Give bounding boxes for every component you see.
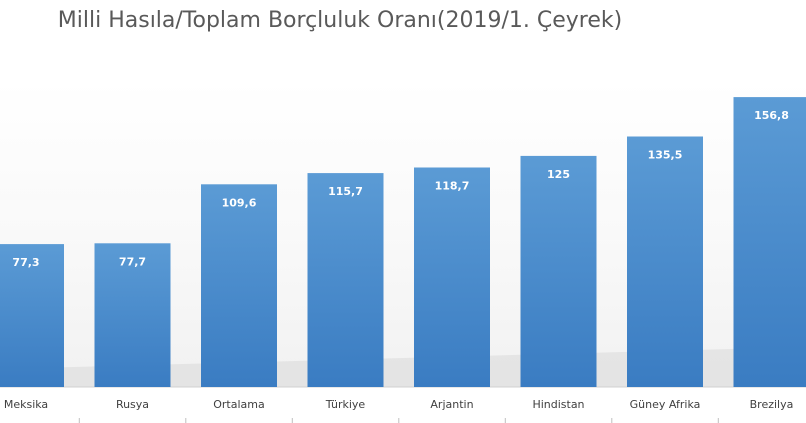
bar-2 bbox=[94, 243, 171, 387]
data-label-2: 77,7 bbox=[119, 255, 146, 268]
x-tick-label-5: Arjantin bbox=[430, 398, 473, 411]
data-label-8: 156,8 bbox=[754, 109, 789, 122]
bar-3 bbox=[201, 184, 277, 387]
x-tick-label-7: Güney Afrika bbox=[630, 398, 701, 411]
data-label-5: 118,7 bbox=[435, 180, 470, 193]
bar-6 bbox=[520, 155, 597, 387]
data-label-4: 115,7 bbox=[328, 185, 363, 198]
data-label-7: 135,5 bbox=[648, 149, 683, 162]
chart-title: Milli Hasıla/Toplam Borçluluk Oranı(2019… bbox=[57, 8, 623, 33]
x-tick-label-2: Rusya bbox=[116, 398, 149, 411]
x-tick-label-1: Meksika bbox=[4, 398, 48, 411]
bar-4 bbox=[307, 173, 384, 387]
bar-8 bbox=[733, 97, 806, 387]
bar-5 bbox=[414, 167, 490, 387]
x-tick-label-6: Hindistan bbox=[532, 398, 584, 411]
data-label-3: 109,6 bbox=[222, 196, 257, 209]
x-tick-label-3: Ortalama bbox=[213, 398, 265, 411]
data-label-6: 125 bbox=[547, 168, 570, 181]
x-tick-label-8: Brezilya bbox=[750, 398, 794, 411]
data-label-1: 77,3 bbox=[12, 256, 39, 269]
bar-1 bbox=[0, 244, 64, 387]
x-tick-label-4: Türkiye bbox=[325, 398, 366, 411]
bar-7 bbox=[627, 136, 703, 387]
